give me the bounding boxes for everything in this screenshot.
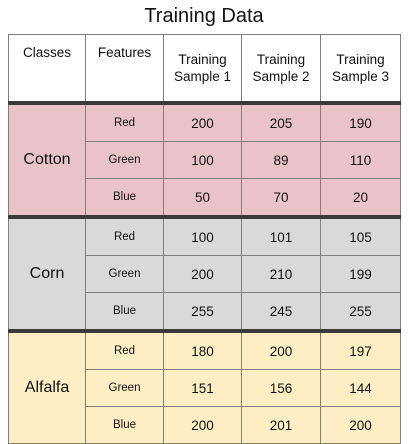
table-row: Green 200 210 199: [9, 255, 401, 293]
header-training-sample-2-text: Training Sample 2: [252, 52, 310, 84]
class-group-corn: Corn Red 100 101 105 Green 200 210 199 B…: [8, 215, 401, 332]
value-cell: 100: [163, 215, 242, 256]
header-training-sample-3-text: Training Sample 3: [331, 52, 390, 84]
value-cell: 156: [241, 369, 321, 407]
value-cell: 101: [241, 215, 321, 256]
value-cell: 190: [320, 101, 401, 142]
training-data-table: Classes Features Training Sample 1 Train…: [8, 34, 401, 444]
class-label-corn: Corn: [8, 215, 86, 332]
feature-cell: Green: [85, 255, 164, 293]
value-cell: 180: [163, 329, 242, 370]
value-cell: 100: [163, 141, 242, 179]
value-cell: 110: [320, 141, 401, 179]
header-training-sample-2: Training Sample 2: [241, 34, 321, 104]
feature-cell: Green: [85, 369, 164, 407]
feature-cell: Blue: [85, 406, 164, 444]
feature-cell: Green: [85, 141, 164, 179]
table-row: Cotton Red 200 205 190: [8, 101, 401, 218]
value-cell: 89: [241, 141, 321, 179]
header-training-sample-1: Training Sample 1: [163, 34, 242, 104]
value-cell: 200: [241, 329, 321, 370]
value-cell: 151: [163, 369, 242, 407]
value-cell: 255: [320, 292, 401, 332]
value-cell: 70: [241, 178, 321, 218]
value-cell: 245: [241, 292, 321, 332]
value-cell: 199: [320, 255, 401, 293]
table-row: Blue 50 70 20: [9, 178, 401, 218]
table-row: Green 100 89 110: [9, 141, 401, 179]
class-group-alfalfa: Alfalfa Red 180 200 197 Green 151 156 14…: [8, 329, 401, 444]
header-classes: Classes: [8, 34, 86, 104]
table-header: Classes Features Training Sample 1 Train…: [8, 34, 401, 104]
header-training-sample-1-text: Training Sample 1: [173, 52, 232, 84]
value-cell: 50: [163, 178, 242, 218]
class-label-cotton: Cotton: [8, 101, 86, 218]
value-cell: 205: [241, 101, 321, 142]
value-cell: 201: [241, 406, 321, 444]
value-cell: 197: [320, 329, 401, 370]
table-row: Corn Red 100 101 105: [8, 215, 401, 332]
value-cell: 200: [320, 406, 401, 444]
feature-cell: Blue: [85, 292, 164, 332]
feature-cell: Blue: [85, 178, 164, 218]
header-training-sample-3: Training Sample 3: [320, 34, 401, 104]
value-cell: 210: [241, 255, 321, 293]
class-group-cotton: Cotton Red 200 205 190 Green 100 89 110 …: [8, 101, 401, 218]
feature-cell: Red: [85, 329, 164, 370]
page-title: Training Data: [144, 5, 264, 27]
value-cell: 200: [163, 101, 242, 142]
value-cell: 20: [320, 178, 401, 218]
table-row: Blue 255 245 255: [9, 292, 401, 332]
value-cell: 144: [320, 369, 401, 407]
feature-cell: Red: [85, 215, 164, 256]
value-cell: 200: [163, 406, 242, 444]
value-cell: 200: [163, 255, 242, 293]
feature-cell: Red: [85, 101, 164, 142]
header-features: Features: [85, 34, 164, 104]
class-label-alfalfa: Alfalfa: [8, 329, 86, 444]
value-cell: 105: [320, 215, 401, 256]
header-row: Classes Features Training Sample 1 Train…: [8, 34, 401, 104]
table-row: Alfalfa Red 180 200 197: [8, 329, 401, 444]
table-row: Green 151 156 144: [9, 369, 401, 407]
value-cell: 255: [163, 292, 242, 332]
